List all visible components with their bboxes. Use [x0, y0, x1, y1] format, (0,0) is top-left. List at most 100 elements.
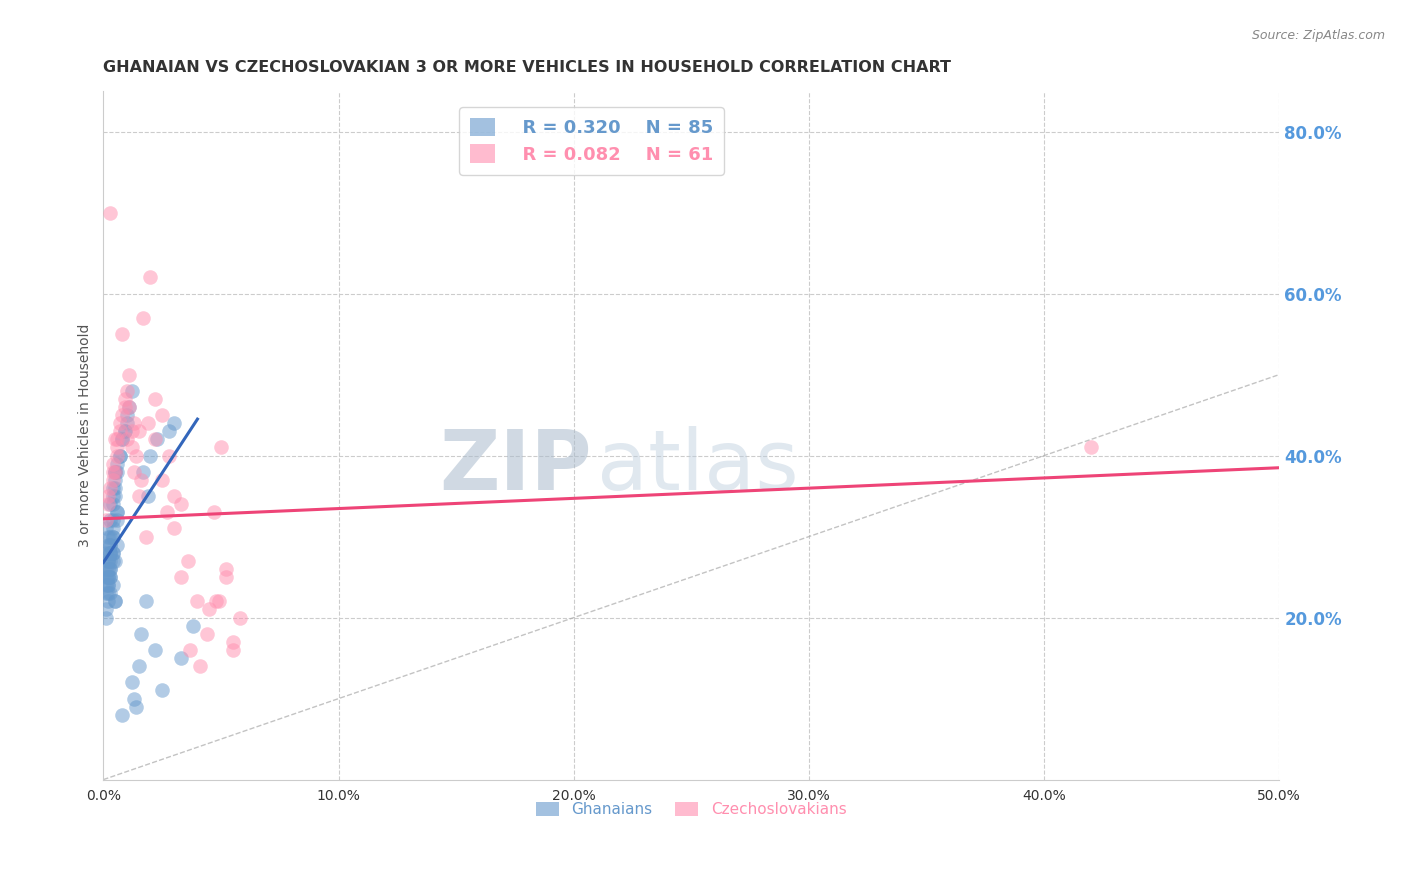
Point: [97, 497, 120, 511]
Point: [115, 433, 138, 447]
Point: [198, 602, 221, 616]
Point: [100, 546, 122, 560]
Point: [139, 270, 162, 285]
Point: [94, 610, 117, 624]
Point: [163, 489, 186, 503]
Point: [97, 530, 120, 544]
Point: [202, 505, 225, 519]
Point: [107, 433, 129, 447]
Point: [150, 683, 173, 698]
Point: [100, 562, 122, 576]
Point: [104, 465, 127, 479]
Point: [129, 473, 152, 487]
Point: [94, 578, 117, 592]
Point: [100, 570, 122, 584]
Point: [186, 594, 208, 608]
Point: [100, 546, 122, 560]
Point: [100, 481, 122, 495]
Point: [104, 489, 127, 503]
Point: [128, 659, 150, 673]
Point: [97, 594, 120, 608]
Point: [195, 627, 218, 641]
Point: [150, 473, 173, 487]
Point: [100, 497, 122, 511]
Point: [128, 424, 150, 438]
Point: [104, 465, 127, 479]
Point: [122, 691, 145, 706]
Point: [100, 538, 122, 552]
Point: [94, 546, 117, 560]
Point: [207, 594, 229, 608]
Point: [1080, 441, 1102, 455]
Point: [143, 392, 166, 406]
Point: [97, 578, 120, 592]
Point: [111, 433, 134, 447]
Point: [111, 433, 134, 447]
Point: [107, 449, 129, 463]
Point: [101, 473, 124, 487]
Point: [97, 489, 120, 503]
Point: [104, 481, 127, 495]
Point: [100, 554, 122, 568]
Point: [114, 424, 136, 438]
Point: [118, 400, 141, 414]
Text: GHANAIAN VS CZECHOSLOVAKIAN 3 OR MORE VEHICLES IN HOUSEHOLD CORRELATION CHART: GHANAIAN VS CZECHOSLOVAKIAN 3 OR MORE VE…: [104, 60, 952, 75]
Point: [170, 651, 193, 665]
Point: [143, 433, 166, 447]
Point: [101, 530, 124, 544]
Point: [215, 570, 238, 584]
Point: [107, 513, 129, 527]
Point: [94, 521, 117, 535]
Point: [108, 416, 131, 430]
Point: [104, 473, 127, 487]
Text: Source: ZipAtlas.com: Source: ZipAtlas.com: [1251, 29, 1385, 42]
Point: [101, 530, 124, 544]
Point: [101, 546, 124, 560]
Point: [118, 400, 141, 414]
Text: atlas: atlas: [598, 425, 799, 507]
Point: [163, 521, 186, 535]
Point: [107, 441, 129, 455]
Point: [132, 310, 155, 325]
Point: [121, 675, 143, 690]
Point: [104, 594, 127, 608]
Point: [101, 546, 124, 560]
Point: [100, 546, 122, 560]
Point: [229, 610, 252, 624]
Point: [209, 441, 232, 455]
Point: [115, 384, 138, 398]
Point: [125, 449, 148, 463]
Point: [97, 562, 120, 576]
Point: [107, 457, 129, 471]
Point: [94, 513, 117, 527]
Point: [132, 465, 155, 479]
Point: [181, 618, 204, 632]
Point: [107, 505, 129, 519]
Point: [111, 327, 134, 342]
Point: [97, 570, 120, 584]
Point: [170, 497, 193, 511]
Point: [121, 424, 143, 438]
Point: [101, 497, 124, 511]
Point: [107, 465, 129, 479]
Point: [97, 538, 120, 552]
Point: [101, 481, 124, 495]
Point: [156, 505, 179, 519]
Point: [146, 433, 169, 447]
Point: [121, 441, 143, 455]
Point: [104, 554, 127, 568]
Point: [108, 449, 131, 463]
Point: [115, 416, 138, 430]
Point: [108, 449, 131, 463]
Point: [100, 562, 122, 576]
Point: [107, 538, 129, 552]
Point: [157, 449, 180, 463]
Legend: Ghanaians, Czechoslovakians: Ghanaians, Czechoslovakians: [530, 797, 852, 823]
Point: [114, 392, 136, 406]
Point: [129, 627, 152, 641]
Point: [136, 416, 159, 430]
Point: [150, 408, 173, 422]
Point: [101, 457, 124, 471]
Point: [143, 643, 166, 657]
Text: ZIP: ZIP: [439, 425, 592, 507]
